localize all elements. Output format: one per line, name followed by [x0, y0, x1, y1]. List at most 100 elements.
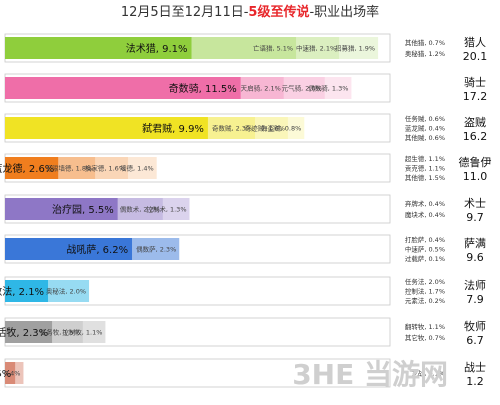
class-name: 术士 [464, 197, 486, 210]
bar-label: 天启骑, 2.1% [241, 84, 281, 93]
class-name: 骑士 [464, 76, 486, 89]
class-rate: 17.2 [463, 90, 488, 103]
other-deck-label: 任务法, 2.0% [405, 277, 445, 286]
bar-segment [207, 117, 256, 139]
class-name: 萨满 [464, 237, 486, 250]
bar-label: 突袭战, 0.4% [0, 369, 20, 378]
bar-segment [5, 117, 208, 139]
bar-segment [324, 77, 352, 99]
bar-label: 偶数骑, 1.3% [308, 84, 348, 93]
bar-segment [128, 157, 157, 179]
other-deck-label: 中速萨, 0.5% [405, 245, 445, 254]
class-name: 战士 [464, 361, 486, 374]
class-rate: 16.2 [463, 130, 488, 143]
bar-segment [5, 77, 241, 99]
bar-segment [162, 198, 190, 220]
bar-segment [5, 238, 133, 260]
bar-segment [240, 77, 284, 99]
other-deck-label: 打脸萨, 0.4% [405, 235, 445, 244]
bar-segment [191, 37, 297, 59]
class-name: 牧师 [464, 319, 486, 333]
bar-segment [255, 117, 288, 139]
bar-label: 控制术, 1.3% [146, 205, 186, 214]
bar-segment [5, 37, 192, 59]
bar-label: 招募猎, 1.9% [335, 44, 375, 53]
bar-label: 奇数战, 0.5% [0, 367, 11, 380]
other-deck-label: 其他猎, 0.7% [405, 38, 445, 47]
bar-label: 弑君贼, 9.9% [142, 122, 204, 135]
bar-segment [287, 117, 305, 139]
class-rows: 法术猎, 9.1% 亡语猎, 5.1% 中速猎, 2.1%招募猎, 1.9% 其他猎,… [0, 33, 492, 388]
bar-label: 奇迹贼, 1.6% [245, 124, 285, 133]
bar-label: 治疗园, 5.5% [52, 203, 114, 216]
title-highlight: 5级至传说 [248, 4, 309, 20]
other-deck-label: 魔块术, 0.4% [405, 210, 445, 219]
bar-label: 偶数术, 2.2% [120, 205, 160, 214]
bar-label: 复活牧, 2.3% [0, 326, 48, 339]
other-deck-label: 过载萨, 0.1% [405, 254, 445, 263]
bar-label: 奇数骑, 11.5% [169, 82, 237, 95]
bar-label: 元气骑, 2.0% [282, 84, 322, 93]
bar-segment [15, 362, 24, 384]
bar-segment [5, 157, 59, 179]
bar-segment [52, 321, 83, 343]
bar-label: 控制牧, 1.1% [62, 328, 102, 337]
other-deck-label: 其他贼, 0.6% [405, 133, 445, 142]
bar-label: 奇数法, 2.1% [0, 285, 44, 298]
class-rate: 9.6 [466, 251, 484, 264]
other-deck-label: 蓝龙贼, 0.4% [405, 124, 445, 133]
bar-segment [58, 157, 96, 179]
bar-label: 换家德, 1.6% [85, 164, 125, 173]
other-deck-label: 翻转牧, 1.1% [405, 322, 445, 331]
bar-label: 海盗贼, 0.8% [261, 124, 301, 133]
class-name: 德鲁伊 [459, 155, 492, 169]
class-rate: 1.2 [466, 375, 484, 388]
class-name: 盗贼 [464, 115, 486, 129]
bar-segment [117, 198, 163, 220]
class-rate: 7.9 [466, 293, 484, 306]
title-suffix: -职业出场率 [309, 4, 379, 20]
watermark-text: 3HE 当游网 [292, 358, 448, 391]
bar-label: 中速猎, 2.1% [296, 44, 336, 53]
class-rate: 9.7 [466, 211, 484, 224]
class-name: 猎人 [464, 35, 486, 49]
bar-segment [95, 157, 128, 179]
bar-segment [283, 77, 325, 99]
class-name: 法师 [464, 278, 486, 292]
bar-segment [296, 37, 340, 59]
bar-segment [339, 37, 379, 59]
bar-label: 战吼萨, 6.2% [66, 244, 128, 256]
other-deck-label: 元素法, 0.2% [405, 296, 445, 305]
other-deck-label: 奥秘猎, 1.2% [405, 49, 445, 58]
other-deck-label: 任务贼, 0.6% [405, 114, 445, 123]
bar-label: 法术猎, 9.1% [126, 42, 188, 55]
other-deck-label: 超生德, 1.1% [405, 154, 445, 163]
title-prefix: 12月5日至12月11日- [121, 5, 249, 20]
other-deck-label: 控制法, 1.7% [405, 287, 445, 296]
bar-label: 偶数萨, 2.3% [136, 245, 176, 254]
bar-label: 无限墙德, 1.8% [46, 164, 93, 173]
bar-segment [82, 321, 106, 343]
bar-label: 蓝龙德, 2.6% [0, 162, 54, 175]
class-rate: 6.7 [466, 334, 484, 347]
class-rate: 20.1 [463, 50, 488, 63]
bar-segment [5, 280, 49, 302]
other-deck-label: 其它牧, 0.7% [405, 333, 445, 342]
bar-label: 亡语猎, 5.1% [253, 44, 293, 53]
bar-segment [5, 321, 53, 343]
bar-label: 奥秘法, 2.0% [46, 287, 86, 296]
class-rate: 11.0 [463, 170, 488, 183]
bar-label: 任务牧, 1.5% [40, 328, 80, 337]
other-deck-label: 弃牌术, 0.4% [405, 199, 445, 208]
bar-label: 奇数贼, 2.3% [212, 124, 252, 133]
bar-segment [5, 198, 118, 220]
bar-label: 墙德, 1.4% [120, 164, 154, 173]
other-deck-label: 贡克德, 1.1% [405, 164, 445, 173]
bar-segment [132, 238, 180, 260]
chart-title: 12月5日至12月11日-5级至传说-职业出场率 [121, 4, 379, 20]
bar-segment [5, 362, 16, 384]
other-deck-label: 龙战, 0.1% [411, 369, 445, 378]
other-deck-label: 其他德, 1.5% [405, 173, 445, 182]
